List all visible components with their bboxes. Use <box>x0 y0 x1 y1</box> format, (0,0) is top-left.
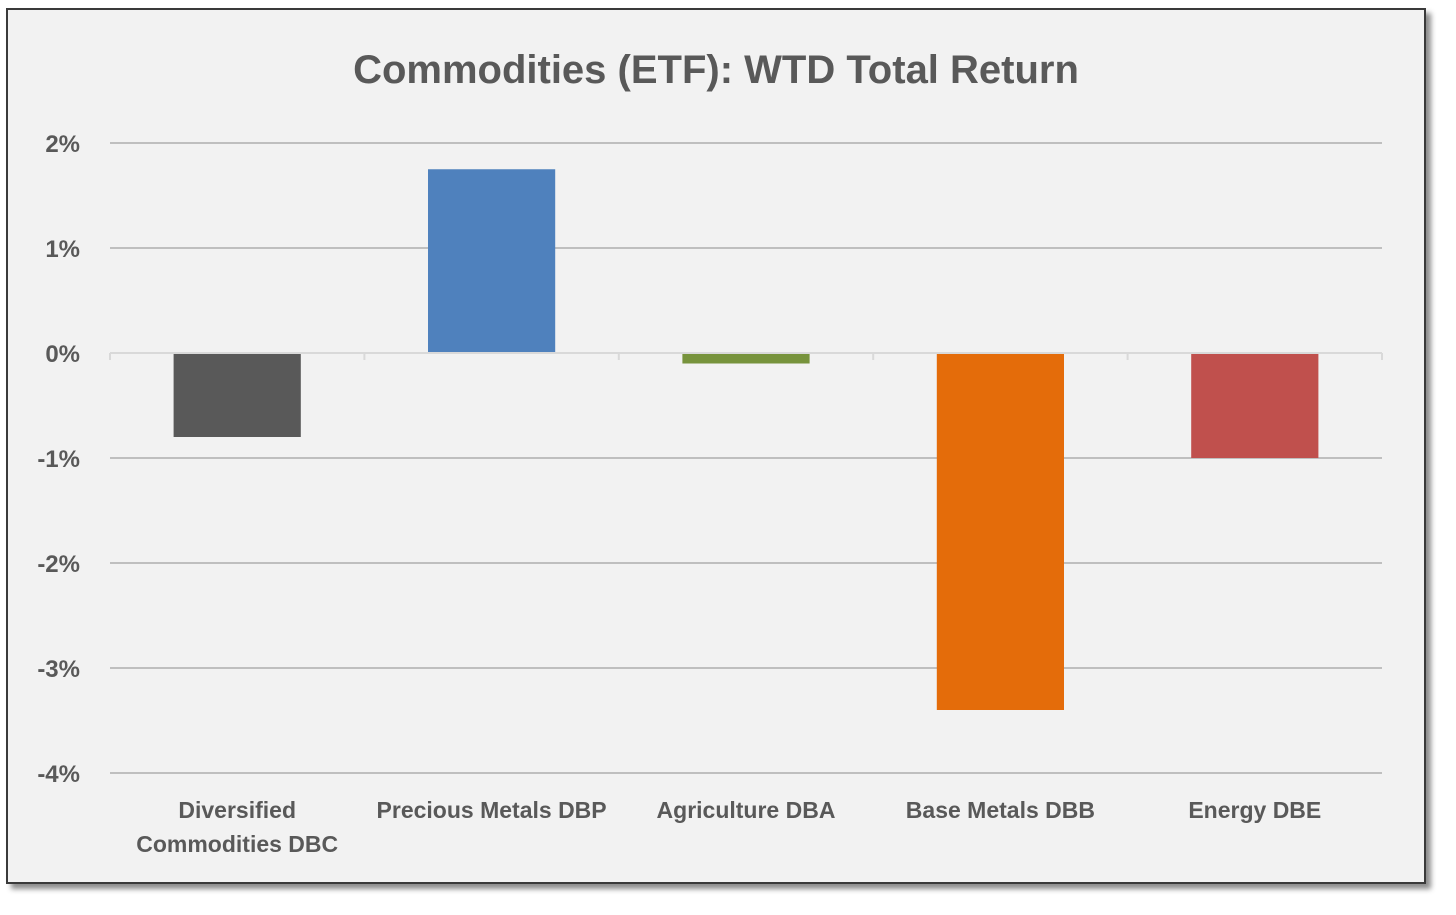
category-label: Agriculture DBA <box>657 797 836 823</box>
bar <box>936 353 1064 710</box>
bar-chart: 2% 1% 0% -1% -2% -3% -4% Diversified Commodities… <box>37 131 1383 857</box>
bar <box>1191 353 1319 458</box>
y-tick-label: -3% <box>37 656 80 683</box>
y-tick-label: -4% <box>37 761 80 788</box>
y-tick-label: 0% <box>45 341 80 368</box>
y-tick-label: -1% <box>37 446 80 473</box>
bar <box>173 353 301 437</box>
chart-frame: Commodities (ETF): WTD Total Return 2% 1%… <box>6 8 1426 884</box>
category-label: Energy DBE <box>1188 797 1321 823</box>
y-tick-label: 2% <box>45 131 80 158</box>
category-label: Diversified Commodities DBC <box>136 797 338 857</box>
category-label: Base Metals DBB <box>906 797 1095 823</box>
category-label: Precious Metals DBP <box>377 797 607 823</box>
chart-title: Commodities (ETF): WTD Total Return <box>353 48 1079 92</box>
bar <box>428 169 556 353</box>
bar <box>682 353 810 364</box>
y-tick-label: 1% <box>45 236 80 263</box>
y-tick-label: -2% <box>37 551 80 578</box>
